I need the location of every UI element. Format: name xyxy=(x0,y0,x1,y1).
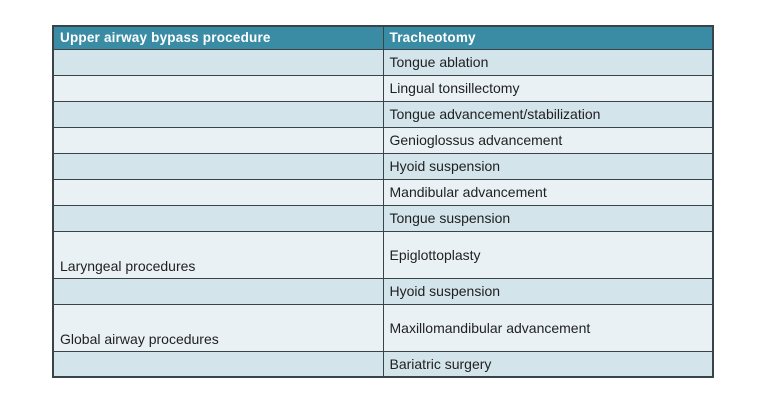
table-row: Hyoid suspension xyxy=(52,152,714,180)
airway-procedures-table: Upper airway bypass procedure Tracheotom… xyxy=(52,25,714,378)
cell-category xyxy=(52,48,384,76)
table-row: Genioglossus advancement xyxy=(52,126,714,154)
cell-procedure: Maxillomandibular advancement xyxy=(382,303,714,352)
cell-category xyxy=(52,74,384,102)
cell-category xyxy=(52,126,384,154)
cell-procedure: Tongue advancement/stabilization xyxy=(382,100,714,128)
cell-procedure: Tongue suspension xyxy=(382,204,714,232)
cell-procedure: Mandibular advancement xyxy=(382,178,714,206)
cell-procedure: Genioglossus advancement xyxy=(382,126,714,154)
cell-category xyxy=(52,178,384,206)
cell-category xyxy=(52,350,384,378)
table-row: Laryngeal procedures Epiglottoplasty xyxy=(52,230,714,279)
cell-procedure: Hyoid suspension xyxy=(382,277,714,305)
table-row: Tongue ablation xyxy=(52,48,714,76)
table-header: Upper airway bypass procedure Tracheotom… xyxy=(52,25,714,50)
table-body: Tongue ablation Lingual tonsillectomy To… xyxy=(52,48,714,378)
cell-category: Laryngeal procedures xyxy=(52,230,384,279)
cell-procedure: Lingual tonsillectomy xyxy=(382,74,714,102)
cell-category xyxy=(52,152,384,180)
cell-category xyxy=(52,204,384,232)
table-row: Mandibular advancement xyxy=(52,178,714,206)
table-row: Lingual tonsillectomy xyxy=(52,74,714,102)
table-row: Tongue advancement/stabilization xyxy=(52,100,714,128)
column-header-upper-airway-bypass: Upper airway bypass procedure xyxy=(52,25,384,50)
column-header-tracheotomy: Tracheotomy xyxy=(382,25,714,50)
table-row: Bariatric surgery xyxy=(52,350,714,378)
header-row: Upper airway bypass procedure Tracheotom… xyxy=(52,25,714,50)
table-row: Hyoid suspension xyxy=(52,277,714,305)
cell-category xyxy=(52,100,384,128)
cell-procedure: Bariatric surgery xyxy=(382,350,714,378)
cell-procedure: Epiglottoplasty xyxy=(382,230,714,279)
table-row: Tongue suspension xyxy=(52,204,714,232)
cell-procedure: Hyoid suspension xyxy=(382,152,714,180)
cell-category: Global airway procedures xyxy=(52,303,384,352)
table-row: Global airway procedures Maxillomandibul… xyxy=(52,303,714,352)
cell-category xyxy=(52,277,384,305)
cell-procedure: Tongue ablation xyxy=(382,48,714,76)
